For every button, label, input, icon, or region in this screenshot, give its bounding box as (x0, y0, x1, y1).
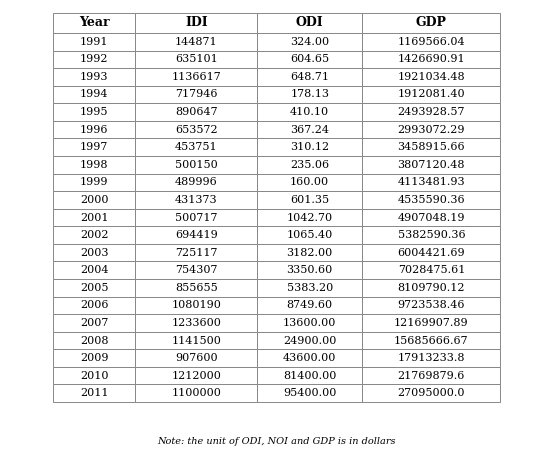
Text: Note: the unit of ODI, NOI and GDP is in dollars: Note: the unit of ODI, NOI and GDP is in… (157, 436, 396, 446)
